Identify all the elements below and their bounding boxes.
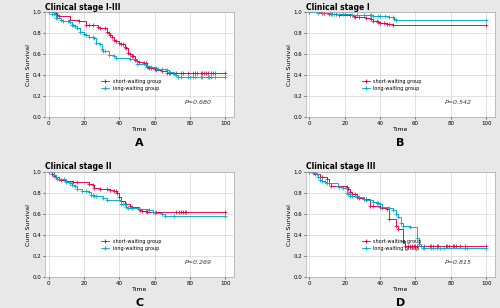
Y-axis label: Cum Survival: Cum Survival	[288, 204, 292, 245]
Text: P=0.680: P=0.680	[184, 100, 212, 105]
Y-axis label: Cum Survival: Cum Survival	[26, 204, 32, 245]
X-axis label: Time: Time	[132, 127, 147, 132]
Text: P=0.815: P=0.815	[446, 260, 472, 265]
Text: Clinical stage I: Clinical stage I	[306, 2, 370, 11]
X-axis label: Time: Time	[132, 287, 147, 292]
Legend: short-waiting group, long-waiting group: short-waiting group, long-waiting group	[100, 78, 162, 92]
Legend: short-waiting group, long-waiting group: short-waiting group, long-waiting group	[362, 238, 423, 252]
Text: D: D	[396, 298, 405, 308]
Text: Clinical stage I-III: Clinical stage I-III	[45, 2, 120, 11]
X-axis label: Time: Time	[393, 287, 408, 292]
Text: P=0.542: P=0.542	[446, 100, 472, 105]
Legend: short-waiting group, long-waiting group: short-waiting group, long-waiting group	[100, 238, 162, 252]
Text: B: B	[396, 139, 404, 148]
Text: C: C	[136, 298, 143, 308]
Text: P=0.269: P=0.269	[184, 260, 212, 265]
Text: A: A	[135, 139, 144, 148]
Y-axis label: Cum Survival: Cum Survival	[288, 44, 292, 86]
Text: Clinical stage III: Clinical stage III	[306, 162, 376, 171]
Y-axis label: Cum Survival: Cum Survival	[26, 44, 32, 86]
Text: Clinical stage II: Clinical stage II	[45, 162, 112, 171]
Legend: short-waiting group, long-waiting group: short-waiting group, long-waiting group	[362, 78, 423, 92]
X-axis label: Time: Time	[393, 127, 408, 132]
